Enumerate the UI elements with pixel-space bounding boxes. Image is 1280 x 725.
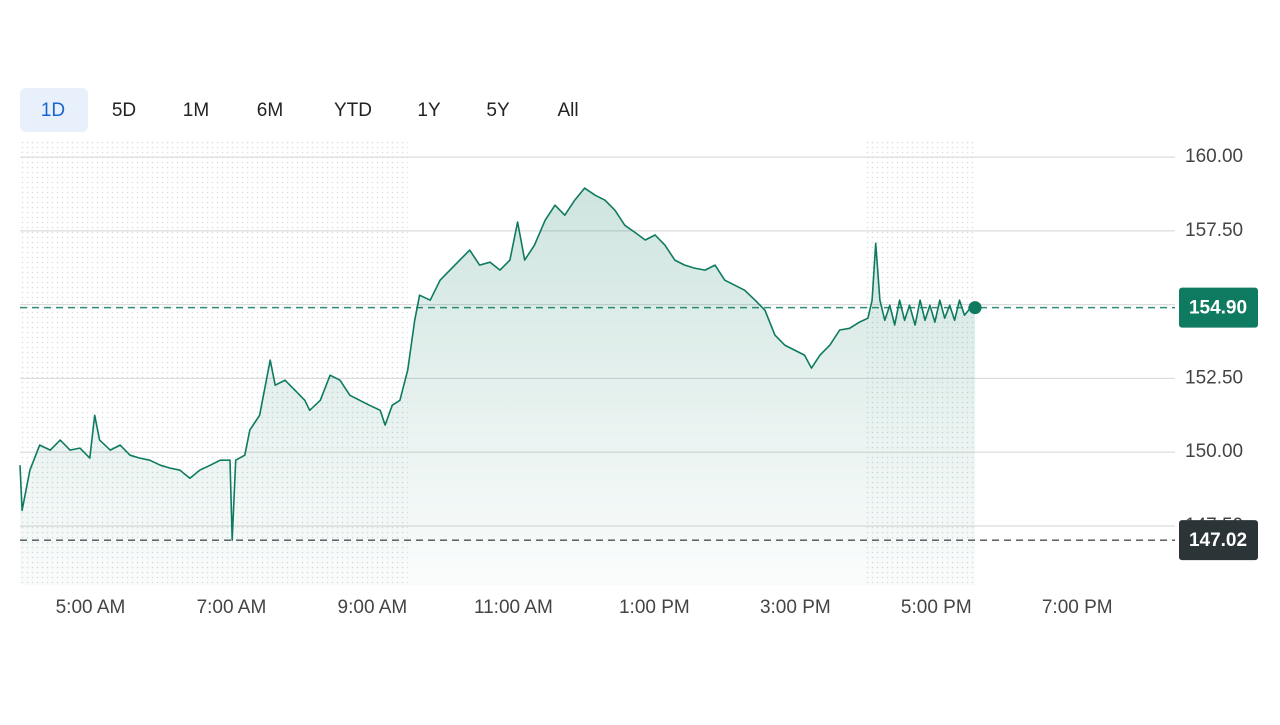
tab[interactable]: 5Y [486,100,510,121]
price-line [19,187,976,541]
price-badge [1179,287,1258,328]
x-tick-label: 1:00 PM [619,597,690,618]
tab[interactable]: 6M [257,100,283,121]
y-tick-label: 150.00 [1185,441,1243,462]
x-tick-label: 3:00 PM [760,597,831,618]
tab[interactable]: 1D [20,88,88,132]
x-tick-label: 5:00 PM [901,597,972,618]
tab-label[interactable]: 1D [41,100,65,121]
price-badge-label: 147.02 [1189,530,1247,551]
tab[interactable]: All [557,100,578,121]
tab-label[interactable]: All [557,100,578,121]
tab-highlight [20,88,88,132]
x-tick-label: 11:00 AM [474,597,553,618]
tab[interactable]: YTD [334,100,372,121]
price-badge [1179,520,1258,561]
tab[interactable]: 1Y [417,100,441,121]
tab-label[interactable]: 1Y [417,100,441,121]
x-tick-label: 7:00 PM [1042,597,1113,618]
y-tick-label: 157.50 [1185,220,1243,241]
tab-label[interactable]: 5Y [486,100,510,121]
tab[interactable]: 5D [112,100,136,121]
tab-label[interactable]: 6M [257,100,283,121]
x-tick-label: 9:00 AM [338,597,408,618]
range-tabs: 1D 5D 1M 6M YTD 1Y 5Y All [20,88,579,132]
price-badge-label: 154.90 [1189,298,1247,319]
tab-label[interactable]: YTD [334,100,372,121]
price-area [20,188,976,585]
tab-label[interactable]: 1M [183,100,209,121]
x-tick-label: 7:00 AM [197,597,267,618]
last-point [968,301,982,315]
y-tick-label: 152.50 [1185,367,1243,388]
tab-label[interactable]: 5D [112,100,136,121]
y-tick-label: 160.00 [1185,146,1243,167]
plot: 147.50150.00152.50155.00157.50160.005:00… [19,140,1258,618]
tab[interactable]: 1M [183,100,209,121]
x-tick-label: 5:00 AM [56,597,126,618]
